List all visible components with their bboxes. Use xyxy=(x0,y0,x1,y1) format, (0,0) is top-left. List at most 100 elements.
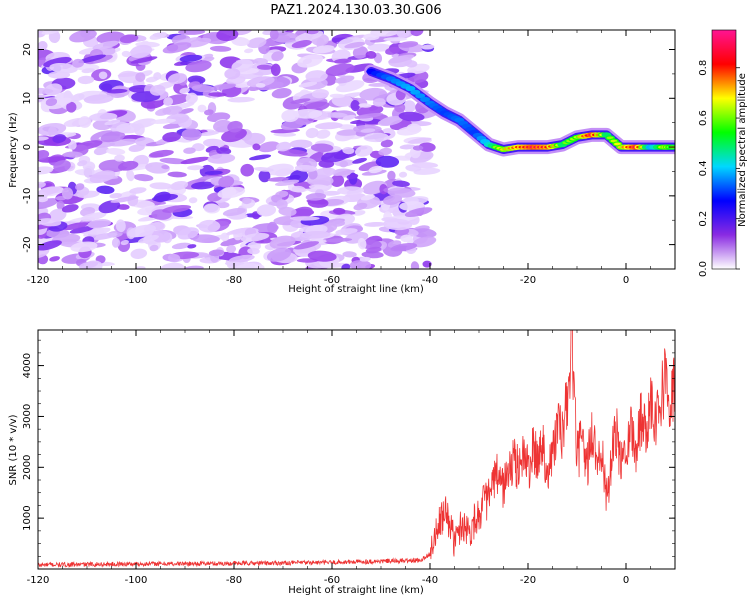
y-tick-label: 4000 xyxy=(22,353,33,378)
noise-blob xyxy=(253,167,274,172)
noise-blob xyxy=(387,170,396,181)
noise-blob xyxy=(325,237,353,243)
noise-blob xyxy=(98,71,108,80)
noise-blob xyxy=(333,207,346,215)
snr-series-line xyxy=(38,330,675,569)
noise-blob xyxy=(92,40,119,50)
noise-blob xyxy=(69,30,97,43)
noise-blob xyxy=(399,201,425,211)
noise-blob xyxy=(53,160,71,172)
noise-blob xyxy=(298,81,318,88)
noise-blob xyxy=(38,136,49,141)
noise-blob xyxy=(93,146,109,156)
noise-blob xyxy=(130,248,148,259)
noise-blob xyxy=(333,58,352,64)
noise-blob xyxy=(411,228,437,238)
x-tick-label: -20 xyxy=(520,275,536,286)
noise-blob xyxy=(48,208,67,222)
noise-blob xyxy=(246,76,275,88)
noise-blob xyxy=(291,40,312,48)
snr-background xyxy=(38,330,675,569)
noise-blob xyxy=(264,163,294,176)
noise-blob xyxy=(331,219,345,227)
noise-blob xyxy=(52,134,67,144)
y-tick-label: 1000 xyxy=(22,505,33,530)
colorbar-tick-label: 0.2 xyxy=(698,211,709,227)
noise-blob xyxy=(49,256,61,262)
spectrogram-panel: -120 -100 -80 -60 -40 -20 0 20 10 0 -10 -20 Height… xyxy=(8,29,676,295)
noise-blob xyxy=(231,59,254,73)
noise-blob xyxy=(179,54,203,62)
colorbar: 0.0 0.2 0.4 0.6 0.8 Normalized spectral ampl… xyxy=(698,29,748,277)
noise-blob xyxy=(396,126,422,136)
noise-blob xyxy=(170,180,189,191)
noise-blob xyxy=(252,143,261,151)
noise-blob xyxy=(96,185,115,195)
noise-blob xyxy=(38,181,46,189)
noise-blob xyxy=(228,254,255,263)
noise-blob xyxy=(357,237,367,250)
noise-blob xyxy=(312,45,335,54)
noise-blob xyxy=(300,230,331,239)
noise-blob xyxy=(116,122,141,134)
noise-blob xyxy=(128,144,145,152)
noise-blob xyxy=(203,138,226,148)
noise-blob xyxy=(218,175,235,188)
noise-blob xyxy=(271,88,292,99)
noise-blob xyxy=(398,41,419,48)
colorbar-gradient xyxy=(712,30,736,269)
noise-blob xyxy=(171,242,191,250)
noise-blob xyxy=(402,100,416,113)
ridge-point xyxy=(415,93,426,99)
ridge-core xyxy=(613,142,621,146)
figure-title: PAZ1.2024.130.03.30.G06 xyxy=(270,3,441,18)
noise-blob xyxy=(240,163,254,177)
noise-blob xyxy=(352,210,366,216)
noise-blob xyxy=(383,218,413,231)
noise-blob xyxy=(346,173,359,180)
noise-blob xyxy=(342,251,357,258)
noise-blob xyxy=(78,116,92,128)
noise-blob xyxy=(163,97,174,107)
noise-blob xyxy=(149,31,167,40)
noise-blob xyxy=(67,140,77,150)
noise-blob xyxy=(290,98,311,104)
noise-blob xyxy=(360,194,375,201)
noise-blob xyxy=(145,162,170,174)
noise-blob xyxy=(255,82,266,88)
spectrogram-noise-field xyxy=(38,30,441,269)
noise-blob xyxy=(208,249,225,257)
noise-blob xyxy=(226,227,250,235)
noise-blob xyxy=(110,196,139,203)
noise-blob xyxy=(89,112,118,122)
noise-blob xyxy=(49,62,78,74)
noise-blob xyxy=(133,174,154,182)
noise-blob xyxy=(87,219,112,229)
noise-blob xyxy=(149,149,174,158)
noise-blob xyxy=(360,128,376,133)
noise-blob xyxy=(248,154,272,161)
noise-blob xyxy=(150,118,177,124)
noise-blob xyxy=(162,132,181,142)
colorbar-label: Normalized spectral amplitude xyxy=(737,73,748,227)
y-tick-label: 2000 xyxy=(22,455,33,480)
noise-blob xyxy=(422,260,432,268)
noise-blob xyxy=(383,37,408,42)
noise-blob xyxy=(96,31,125,44)
noise-blob xyxy=(162,42,192,54)
x-tick-label: -100 xyxy=(125,275,148,286)
noise-blob xyxy=(187,244,197,249)
noise-blob xyxy=(181,128,202,141)
noise-blob xyxy=(358,103,372,108)
noise-blob xyxy=(370,33,400,43)
spectrogram-ridge xyxy=(364,64,675,157)
noise-blob xyxy=(375,155,400,168)
noise-blob xyxy=(149,182,173,190)
noise-blob xyxy=(358,161,382,172)
noise-blob xyxy=(293,241,320,250)
snr-x-label: Height of straight line (km) xyxy=(288,585,424,596)
noise-blob xyxy=(41,30,63,35)
noise-blob xyxy=(83,94,114,104)
noise-blob xyxy=(38,122,67,136)
noise-blob xyxy=(412,145,424,151)
